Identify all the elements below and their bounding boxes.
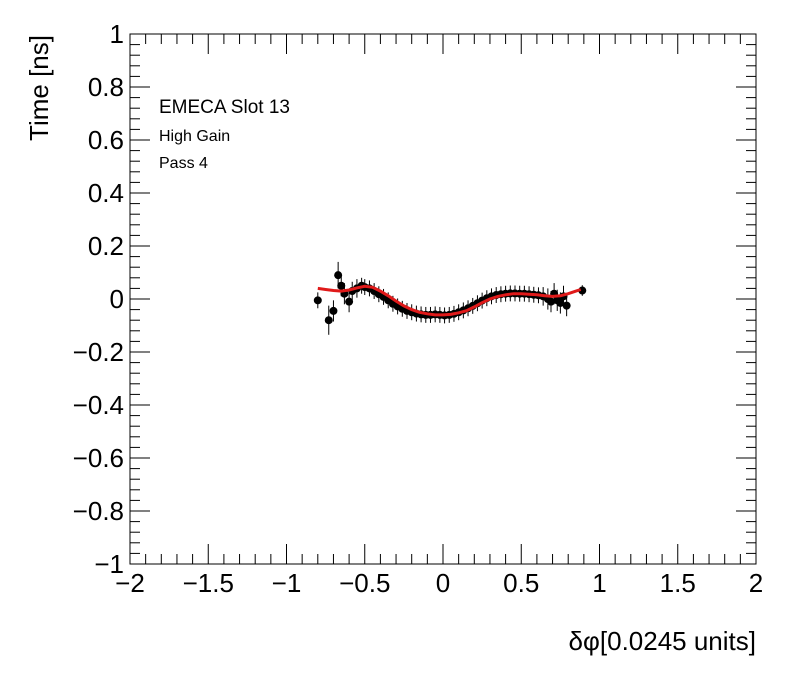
y-tick-label: 1 xyxy=(110,19,124,49)
data-point xyxy=(313,296,322,305)
y-tick-label: 0.6 xyxy=(88,125,124,155)
y-tick-label: −0.6 xyxy=(73,443,124,473)
data-point xyxy=(337,281,346,290)
x-tick-label: 2 xyxy=(749,568,763,598)
x-tick-label: −0.5 xyxy=(339,568,390,598)
y-axis-label: Time [ns] xyxy=(24,35,54,141)
annotation-pass: Pass 4 xyxy=(159,155,208,172)
x-axis-label: δφ[0.0245 units] xyxy=(569,626,756,656)
data-point xyxy=(546,297,555,306)
y-tick-label: −0.4 xyxy=(73,390,124,420)
data-point xyxy=(329,306,338,315)
data-point xyxy=(345,297,354,306)
data-point xyxy=(324,316,333,325)
y-tick-label: 0.2 xyxy=(88,231,124,261)
data-layer xyxy=(313,261,587,335)
y-tick-label: 0 xyxy=(110,284,124,314)
axis-ticks: −2 −1.5 −1 −0.5 0 0.5 1 1.5 2 −1 −0.8 −0.6 −0.4 −0.2 0… xyxy=(73,19,764,598)
x-tick-label: −1.5 xyxy=(183,568,234,598)
x-tick-label: 0.5 xyxy=(503,568,539,598)
y-tick-label: 0.4 xyxy=(88,178,124,208)
y-tick-label: −0.8 xyxy=(73,496,124,526)
x-tick-label: −2 xyxy=(115,568,145,598)
annotation-slot: EMECA Slot 13 xyxy=(159,97,290,118)
data-point xyxy=(334,271,343,280)
data-point xyxy=(562,301,571,310)
fit-line xyxy=(317,284,582,317)
x-tick-label: −1 xyxy=(272,568,302,598)
y-tick-label: −1 xyxy=(94,549,124,579)
data-point xyxy=(556,298,565,307)
y-tick-label: 0.8 xyxy=(88,72,124,102)
x-tick-label: 1.5 xyxy=(660,568,696,598)
x-tick-label: 1 xyxy=(592,568,606,598)
x-tick-label: 0 xyxy=(436,568,450,598)
y-tick-label: −0.2 xyxy=(73,337,124,367)
annotation-gain: High Gain xyxy=(159,128,230,145)
